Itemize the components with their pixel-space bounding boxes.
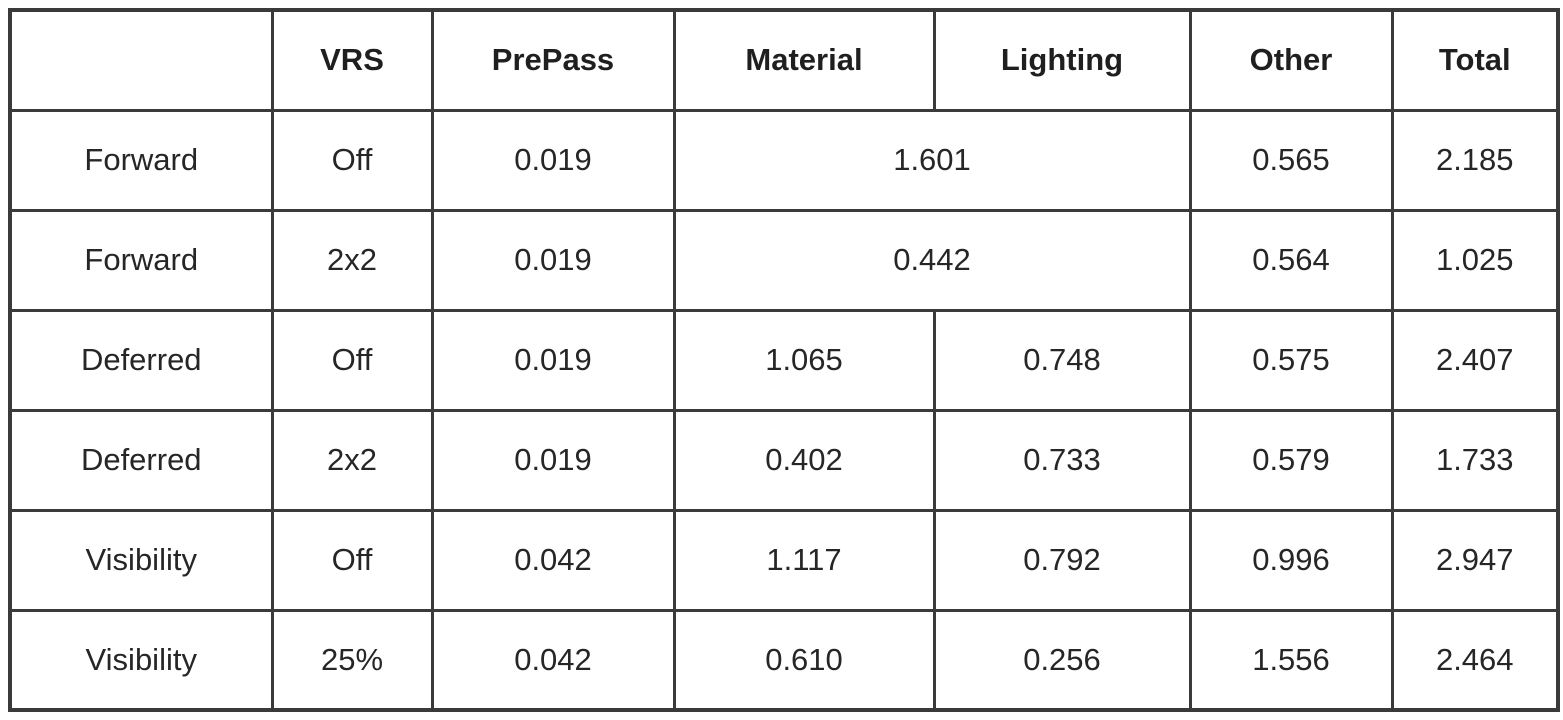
- cell-total: 2.407: [1390, 308, 1560, 412]
- cell-other: 0.575: [1188, 308, 1394, 412]
- cell-pipeline: Forward: [8, 108, 274, 212]
- cell-vrs: Off: [270, 308, 434, 412]
- header-pipeline: [8, 8, 274, 112]
- cell-vrs: 2x2: [270, 408, 434, 512]
- header-row: VRS PrePass Material Lighting Other Tota…: [8, 8, 1560, 112]
- cell-pipeline: Forward: [8, 208, 274, 312]
- cell-vrs: 2x2: [270, 208, 434, 312]
- header-material: Material: [672, 8, 936, 112]
- cell-other: 0.565: [1188, 108, 1394, 212]
- cell-material: 0.402: [672, 408, 936, 512]
- header-lighting: Lighting: [932, 8, 1192, 112]
- cell-pipeline: Deferred: [8, 408, 274, 512]
- cell-material: 1.065: [672, 308, 936, 412]
- cell-prepass: 0.042: [430, 508, 676, 612]
- cell-lighting: 0.256: [932, 608, 1192, 712]
- cell-other: 1.556: [1188, 608, 1394, 712]
- table-row: Forward Off 0.019 1.601 0.565 2.185: [8, 108, 1560, 212]
- cell-material-lighting: 0.442: [672, 208, 1192, 312]
- cell-lighting: 0.792: [932, 508, 1192, 612]
- table-row: Forward 2x2 0.019 0.442 0.564 1.025: [8, 208, 1560, 312]
- cell-pipeline: Visibility: [8, 508, 274, 612]
- table-row: Deferred Off 0.019 1.065 0.748 0.575 2.4…: [8, 308, 1560, 412]
- cell-prepass: 0.042: [430, 608, 676, 712]
- cell-vrs: 25%: [270, 608, 434, 712]
- cell-material: 0.610: [672, 608, 936, 712]
- cell-lighting: 0.748: [932, 308, 1192, 412]
- cell-lighting: 0.733: [932, 408, 1192, 512]
- render-pass-timing-table: VRS PrePass Material Lighting Other Tota…: [8, 8, 1560, 712]
- cell-other: 0.996: [1188, 508, 1394, 612]
- cell-total: 2.185: [1390, 108, 1560, 212]
- header-vrs: VRS: [270, 8, 434, 112]
- header-total: Total: [1390, 8, 1560, 112]
- timing-table-container: VRS PrePass Material Lighting Other Tota…: [8, 8, 1560, 712]
- cell-total: 1.025: [1390, 208, 1560, 312]
- cell-prepass: 0.019: [430, 108, 676, 212]
- cell-material-lighting: 1.601: [672, 108, 1192, 212]
- cell-total: 2.947: [1390, 508, 1560, 612]
- cell-material: 1.117: [672, 508, 936, 612]
- cell-prepass: 0.019: [430, 308, 676, 412]
- table-row: Visibility Off 0.042 1.117 0.792 0.996 2…: [8, 508, 1560, 612]
- cell-vrs: Off: [270, 508, 434, 612]
- cell-pipeline: Deferred: [8, 308, 274, 412]
- cell-total: 1.733: [1390, 408, 1560, 512]
- header-prepass: PrePass: [430, 8, 676, 112]
- cell-prepass: 0.019: [430, 408, 676, 512]
- cell-prepass: 0.019: [430, 208, 676, 312]
- table-body: Forward Off 0.019 1.601 0.565 2.185 Forw…: [8, 108, 1560, 712]
- cell-other: 0.564: [1188, 208, 1394, 312]
- cell-pipeline: Visibility: [8, 608, 274, 712]
- header-other: Other: [1188, 8, 1394, 112]
- cell-vrs: Off: [270, 108, 434, 212]
- cell-other: 0.579: [1188, 408, 1394, 512]
- table-header: VRS PrePass Material Lighting Other Tota…: [8, 8, 1560, 112]
- cell-total: 2.464: [1390, 608, 1560, 712]
- table-row: Deferred 2x2 0.019 0.402 0.733 0.579 1.7…: [8, 408, 1560, 512]
- table-row: Visibility 25% 0.042 0.610 0.256 1.556 2…: [8, 608, 1560, 712]
